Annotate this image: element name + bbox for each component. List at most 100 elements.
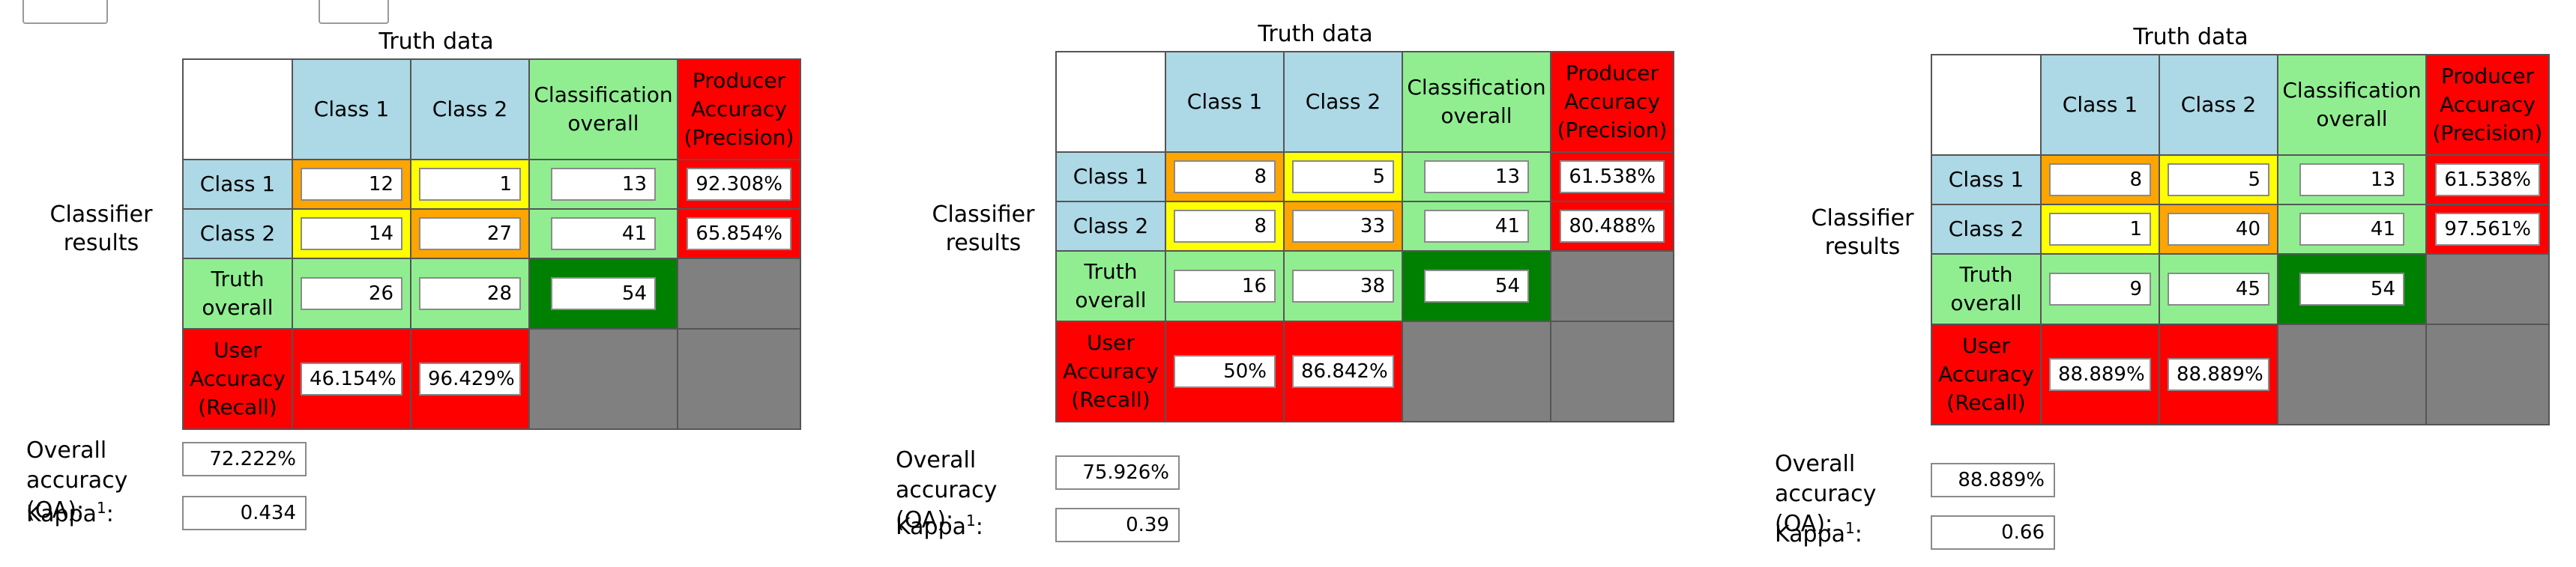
grand-total-field: 54 bbox=[551, 277, 656, 310]
kappa-colon: : bbox=[975, 514, 983, 540]
row-label-truth-overall: Truth overall bbox=[182, 258, 293, 330]
cell-grand-total: 54 bbox=[528, 258, 678, 330]
top-input-right[interactable] bbox=[319, 0, 389, 24]
cell-empty-1 bbox=[677, 258, 801, 330]
confusion-matrix-panel: Truth data Classifier results Class 1 Cl… bbox=[873, 0, 1698, 567]
cell-recall-c2: 86.842% bbox=[1283, 321, 1403, 422]
cell-r2c1: 14 bbox=[292, 208, 411, 259]
overall-accuracy-label: Overall accuracy (OA): bbox=[26, 437, 128, 524]
cell-r1c2-field[interactable]: 5 bbox=[1292, 160, 1394, 193]
cell-grand-total: 54 bbox=[2277, 253, 2427, 325]
cell-r1-total: 13 bbox=[2277, 154, 2427, 205]
header-producer-accuracy: Producer Accuracy (Precision) bbox=[1550, 51, 1674, 153]
header-classification-overall: Classification overall bbox=[1402, 51, 1551, 153]
header-classification-overall: Classification overall bbox=[2277, 54, 2427, 156]
cell-r1c1: 12 bbox=[292, 159, 411, 210]
overall-accuracy-field: 88.889% bbox=[1931, 463, 2055, 497]
cell-r1c1-field[interactable]: 12 bbox=[301, 168, 402, 201]
header-class-2: Class 2 bbox=[410, 58, 530, 160]
kappa-footnote: 1 bbox=[1845, 519, 1855, 537]
cell-recall-c1: 50% bbox=[1165, 321, 1285, 422]
cell-empty-1 bbox=[1550, 250, 1674, 322]
row-label-class-2: Class 2 bbox=[1931, 204, 2042, 255]
r1-total-field: 13 bbox=[2299, 163, 2404, 196]
truth-data-heading: Truth data bbox=[2133, 24, 2248, 50]
cell-r2c2: 40 bbox=[2159, 204, 2278, 255]
confusion-matrix-panel: Truth data Classifier results Class 1 Cl… bbox=[0, 0, 824, 567]
cell-r1c1: 8 bbox=[2040, 154, 2160, 205]
top-input-left[interactable] bbox=[22, 0, 108, 24]
cell-truth-c1: 26 bbox=[292, 258, 411, 330]
cell-r2c1-field[interactable]: 1 bbox=[2049, 213, 2151, 246]
kappa-field: 0.434 bbox=[182, 496, 307, 530]
cell-r2c2-field[interactable]: 33 bbox=[1292, 210, 1394, 243]
cell-r2-precision: 97.561% bbox=[2425, 204, 2550, 255]
cell-r1-total: 13 bbox=[1402, 151, 1551, 202]
cell-truth-c1: 9 bbox=[2040, 253, 2160, 325]
kappa-text: Kappa bbox=[1775, 521, 1845, 548]
classifier-results-label: Classifier results bbox=[49, 201, 153, 256]
overall-accuracy-field: 75.926% bbox=[1055, 455, 1180, 490]
kappa-field: 0.66 bbox=[1931, 515, 2055, 550]
cell-r1-precision: 92.308% bbox=[677, 159, 801, 210]
header-class-2: Class 2 bbox=[2159, 54, 2278, 156]
cell-r2c2-field[interactable]: 27 bbox=[419, 217, 521, 250]
header-producer-accuracy: Producer Accuracy (Precision) bbox=[677, 58, 801, 160]
confusion-matrix: Class 1 Class 2 Classification overall P… bbox=[1931, 54, 2550, 425]
cell-r1c1-field[interactable]: 8 bbox=[1174, 160, 1276, 193]
cell-empty-3 bbox=[677, 328, 801, 430]
cell-r2c1: 8 bbox=[1165, 201, 1285, 252]
kappa-label: Kappa1: bbox=[896, 512, 983, 540]
confusion-matrix: Class 1 Class 2 Classification overall P… bbox=[182, 58, 801, 430]
cell-r1c2-field[interactable]: 5 bbox=[2168, 163, 2269, 196]
r2-precision-field: 97.561% bbox=[2435, 213, 2540, 246]
row-label-user-accuracy: User Accuracy (Recall) bbox=[182, 328, 293, 430]
grand-total-field: 54 bbox=[2299, 273, 2404, 306]
cell-truth-c1: 16 bbox=[1165, 250, 1285, 322]
header-classification-overall: Classification overall bbox=[528, 58, 678, 160]
row-label-class-2: Class 2 bbox=[182, 208, 293, 259]
overall-accuracy-field: 72.222% bbox=[182, 442, 307, 476]
kappa-colon: : bbox=[1854, 521, 1862, 548]
r2-total-field: 41 bbox=[2299, 213, 2404, 246]
recall-c2-field: 86.842% bbox=[1292, 355, 1394, 388]
kappa-field: 0.39 bbox=[1055, 508, 1180, 542]
cell-r2-precision: 65.854% bbox=[677, 208, 801, 259]
r1-precision-field: 92.308% bbox=[687, 168, 791, 201]
cell-r1-total: 13 bbox=[528, 159, 678, 210]
truth-c2-field: 45 bbox=[2168, 273, 2269, 306]
truth-c1-field: 16 bbox=[1174, 270, 1276, 303]
cell-truth-c2: 45 bbox=[2159, 253, 2278, 325]
overall-accuracy-label: Overall accuracy (OA): bbox=[896, 447, 998, 533]
cell-r1c2: 1 bbox=[410, 159, 530, 210]
cell-recall-c1: 46.154% bbox=[292, 328, 411, 430]
header-producer-accuracy: Producer Accuracy (Precision) bbox=[2425, 54, 2550, 156]
cell-r2-total: 41 bbox=[528, 208, 678, 259]
row-label-user-accuracy: User Accuracy (Recall) bbox=[1055, 321, 1166, 422]
cell-r1c2-field[interactable]: 1 bbox=[419, 168, 521, 201]
truth-data-heading: Truth data bbox=[1258, 21, 1373, 47]
cell-r1c1-field[interactable]: 8 bbox=[2049, 163, 2151, 196]
cell-truth-c2: 38 bbox=[1283, 250, 1403, 322]
header-class-1: Class 1 bbox=[292, 58, 411, 160]
cell-empty-3 bbox=[2425, 324, 2550, 425]
confusion-matrix: Class 1 Class 2 Classification overall P… bbox=[1055, 51, 1674, 422]
cell-empty-3 bbox=[1550, 321, 1674, 422]
kappa-colon: : bbox=[106, 501, 114, 527]
cell-r2c2-field[interactable]: 40 bbox=[2168, 213, 2269, 246]
confusion-matrix-panel: Truth data Classifier results Class 1 Cl… bbox=[1749, 0, 2573, 567]
kappa-text: Kappa bbox=[26, 501, 97, 527]
row-label-truth-overall: Truth overall bbox=[1931, 253, 2042, 325]
cell-r1c2: 5 bbox=[2159, 154, 2278, 205]
cell-empty-2 bbox=[2277, 324, 2427, 425]
cell-r2c1-field[interactable]: 8 bbox=[1174, 210, 1276, 243]
cell-r2c1-field[interactable]: 14 bbox=[301, 217, 402, 250]
kappa-label: Kappa1: bbox=[1775, 519, 1862, 548]
header-class-1: Class 1 bbox=[2040, 54, 2160, 156]
truth-c1-field: 26 bbox=[301, 277, 402, 310]
cell-r1c2: 5 bbox=[1283, 151, 1403, 202]
r2-total-field: 41 bbox=[551, 217, 656, 250]
r2-precision-field: 80.488% bbox=[1560, 210, 1665, 243]
cell-recall-c1: 88.889% bbox=[2040, 324, 2160, 425]
cell-r2c1: 1 bbox=[2040, 204, 2160, 255]
